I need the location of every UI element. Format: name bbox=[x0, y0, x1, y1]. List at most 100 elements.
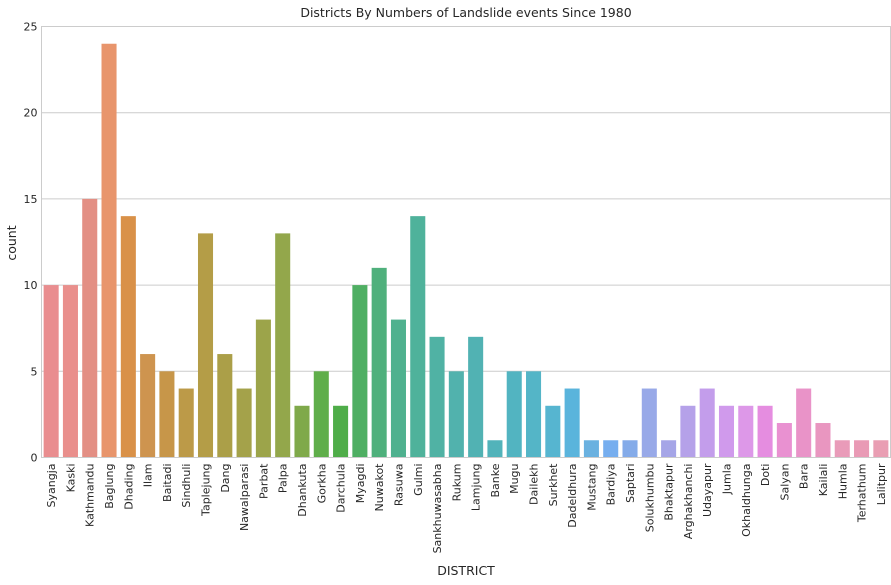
bar-palpa bbox=[275, 233, 291, 458]
bar-rasuwa bbox=[390, 319, 406, 458]
bar-baitadi bbox=[159, 371, 175, 458]
bar-solukhumbu bbox=[641, 388, 657, 458]
x-tick-label: Baitadi bbox=[161, 464, 174, 502]
x-tick-label: Humla bbox=[836, 464, 849, 500]
bar-kaski bbox=[62, 285, 78, 458]
grid bbox=[41, 112, 891, 372]
bar-doti bbox=[757, 405, 773, 458]
x-tick-label: Banke bbox=[489, 463, 502, 497]
bar-kathmandu bbox=[82, 198, 98, 458]
x-tick-label: Kailali bbox=[817, 464, 830, 497]
x-tick-label: Mustang bbox=[585, 464, 598, 511]
x-tick-label: Bara bbox=[798, 464, 811, 490]
x-tick-label: Dhading bbox=[122, 464, 135, 510]
x-axis-ticks: Syangja Kaski Kathmandu Baglung Dhading Ilam B… bbox=[45, 463, 888, 554]
bar-dhankuta bbox=[294, 405, 310, 458]
x-tick-label: Lalitpur bbox=[875, 463, 888, 505]
bars bbox=[43, 43, 889, 458]
x-tick-label: Arghakhanchi bbox=[682, 464, 695, 540]
x-tick-label: Baglung bbox=[103, 464, 116, 509]
bar-mugu bbox=[506, 371, 522, 458]
x-axis-label: DISTRICT bbox=[437, 563, 495, 578]
y-tick-label: 5 bbox=[31, 365, 38, 378]
x-tick-label: Kathmandu bbox=[84, 464, 97, 527]
x-tick-label: Kaski bbox=[64, 464, 77, 493]
bar-nawalparasi bbox=[236, 388, 252, 458]
x-tick-label: Salyan bbox=[778, 463, 791, 500]
bar-lalitpur bbox=[873, 440, 889, 458]
bar-humla bbox=[834, 440, 850, 458]
bar-darchula bbox=[333, 405, 349, 458]
bar-baglung bbox=[101, 43, 117, 458]
x-tick-label: Myagdi bbox=[354, 464, 367, 504]
bar-taplejung bbox=[197, 233, 214, 458]
bar-dhading bbox=[120, 216, 136, 458]
bar-myagdi bbox=[352, 285, 368, 458]
x-tick-label: Bardiya bbox=[605, 464, 618, 506]
chart-title: Districts By Numbers of Landslide events… bbox=[300, 5, 631, 20]
x-tick-label: Ilam bbox=[142, 464, 155, 488]
x-tick-label: Udayapur bbox=[701, 463, 714, 517]
x-tick-label: Surkhet bbox=[547, 463, 560, 507]
bar-sindhuli bbox=[178, 388, 194, 458]
y-tick-label: 15 bbox=[24, 193, 38, 206]
bar-sankhuwasabha bbox=[429, 336, 445, 458]
x-tick-label: Dang bbox=[219, 464, 232, 493]
x-tick-label: Gorkha bbox=[315, 464, 328, 504]
x-tick-label: Syangja bbox=[45, 464, 58, 508]
bar-bardiya bbox=[603, 440, 619, 458]
bar-saptari bbox=[622, 440, 638, 458]
x-tick-label: Doti bbox=[759, 464, 772, 487]
bar-parbat bbox=[255, 319, 271, 458]
x-tick-label: Saptari bbox=[624, 464, 637, 503]
bar-kailali bbox=[815, 423, 831, 458]
bar-terhathum bbox=[854, 440, 870, 458]
y-tick-label: 25 bbox=[24, 21, 38, 34]
x-tick-label: Jumla bbox=[720, 464, 733, 496]
x-tick-label: Parbat bbox=[257, 463, 270, 499]
x-tick-label: Terhathum bbox=[856, 464, 869, 524]
y-tick-label: 10 bbox=[24, 279, 38, 292]
x-tick-label: Mugu bbox=[508, 464, 521, 494]
x-tick-label: Nawalparasi bbox=[238, 464, 251, 532]
x-tick-label: Gulmi bbox=[412, 464, 425, 496]
x-tick-label: Rukum bbox=[450, 464, 463, 502]
x-tick-label: Dhankuta bbox=[296, 464, 309, 517]
bar-surkhet bbox=[545, 405, 561, 458]
bar-banke bbox=[487, 440, 503, 458]
bar-nuwakot bbox=[371, 267, 387, 458]
bar-udayapur bbox=[699, 388, 715, 458]
bar-ilam bbox=[140, 354, 156, 458]
x-tick-label: Dadeldhura bbox=[566, 464, 579, 528]
y-tick-label: 0 bbox=[31, 452, 38, 465]
y-axis-label: count bbox=[4, 225, 19, 260]
bar-dang bbox=[217, 354, 233, 458]
bar-gulmi bbox=[410, 216, 426, 458]
x-tick-label: Solukhumbu bbox=[643, 464, 656, 533]
bar-lamjung bbox=[468, 336, 484, 458]
bar-rukum bbox=[448, 371, 464, 458]
x-tick-label: Okhaldhunga bbox=[740, 464, 753, 537]
bar-bara bbox=[796, 388, 812, 458]
x-tick-label: Bhaktapur bbox=[663, 463, 676, 521]
x-tick-label: Palpa bbox=[277, 464, 290, 494]
x-tick-label: Taplejung bbox=[200, 464, 213, 517]
bar-okhaldhunga bbox=[738, 405, 754, 458]
y-tick-label: 20 bbox=[24, 107, 38, 120]
bar-mustang bbox=[583, 440, 599, 458]
x-tick-label: Lamjung bbox=[470, 464, 483, 512]
y-axis-ticks: 0 5 10 15 20 25 bbox=[24, 21, 38, 465]
bar-salyan bbox=[776, 423, 792, 458]
bar-dadeldhura bbox=[564, 388, 580, 458]
x-tick-label: Rasuwa bbox=[392, 464, 405, 507]
x-tick-label: Dailekh bbox=[528, 463, 541, 504]
bar-jumla bbox=[718, 405, 735, 458]
bar-dailekh bbox=[526, 371, 542, 458]
bar-bhaktapur bbox=[661, 440, 677, 458]
x-tick-label: Sankhuwasabha bbox=[431, 464, 444, 554]
x-tick-label: Sindhuli bbox=[180, 464, 193, 508]
bar-arghakhanchi bbox=[680, 405, 696, 458]
bar-syangja bbox=[43, 285, 59, 458]
